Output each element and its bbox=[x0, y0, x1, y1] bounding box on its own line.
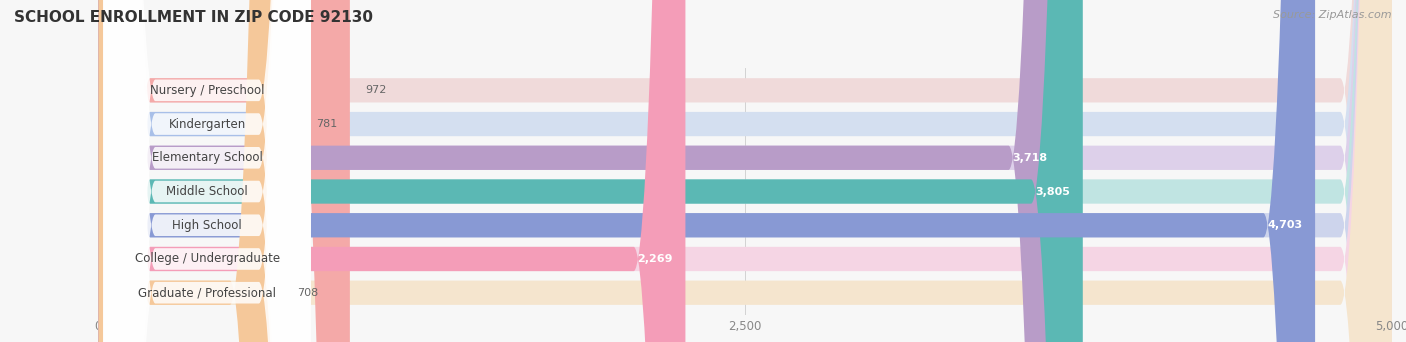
FancyBboxPatch shape bbox=[98, 0, 1392, 342]
Text: 972: 972 bbox=[366, 85, 387, 95]
FancyBboxPatch shape bbox=[104, 0, 311, 342]
Text: 708: 708 bbox=[297, 288, 318, 298]
Text: 781: 781 bbox=[316, 119, 337, 129]
Text: College / Undergraduate: College / Undergraduate bbox=[135, 252, 280, 265]
FancyBboxPatch shape bbox=[104, 0, 311, 342]
Text: Kindergarten: Kindergarten bbox=[169, 118, 246, 131]
Text: Nursery / Preschool: Nursery / Preschool bbox=[150, 84, 264, 97]
Text: 3,805: 3,805 bbox=[1035, 186, 1070, 197]
FancyBboxPatch shape bbox=[104, 0, 311, 342]
FancyBboxPatch shape bbox=[98, 0, 1392, 342]
FancyBboxPatch shape bbox=[98, 0, 1060, 342]
Text: SCHOOL ENROLLMENT IN ZIP CODE 92130: SCHOOL ENROLLMENT IN ZIP CODE 92130 bbox=[14, 10, 373, 25]
FancyBboxPatch shape bbox=[98, 0, 1392, 342]
FancyBboxPatch shape bbox=[104, 0, 311, 342]
Text: 2,269: 2,269 bbox=[637, 254, 672, 264]
FancyBboxPatch shape bbox=[98, 0, 301, 342]
FancyBboxPatch shape bbox=[104, 0, 311, 342]
Text: Elementary School: Elementary School bbox=[152, 151, 263, 164]
FancyBboxPatch shape bbox=[98, 0, 1392, 342]
FancyBboxPatch shape bbox=[98, 0, 1083, 342]
Text: Source: ZipAtlas.com: Source: ZipAtlas.com bbox=[1274, 10, 1392, 20]
Text: High School: High School bbox=[172, 219, 242, 232]
FancyBboxPatch shape bbox=[98, 0, 1392, 342]
FancyBboxPatch shape bbox=[98, 0, 1392, 342]
Text: Middle School: Middle School bbox=[166, 185, 247, 198]
Text: 4,703: 4,703 bbox=[1267, 220, 1302, 230]
FancyBboxPatch shape bbox=[98, 0, 1392, 342]
FancyBboxPatch shape bbox=[104, 0, 311, 342]
FancyBboxPatch shape bbox=[104, 0, 311, 342]
FancyBboxPatch shape bbox=[98, 0, 281, 342]
Text: 3,718: 3,718 bbox=[1012, 153, 1047, 163]
FancyBboxPatch shape bbox=[98, 0, 1315, 342]
Text: Graduate / Professional: Graduate / Professional bbox=[138, 286, 276, 299]
FancyBboxPatch shape bbox=[98, 0, 685, 342]
FancyBboxPatch shape bbox=[98, 0, 350, 342]
